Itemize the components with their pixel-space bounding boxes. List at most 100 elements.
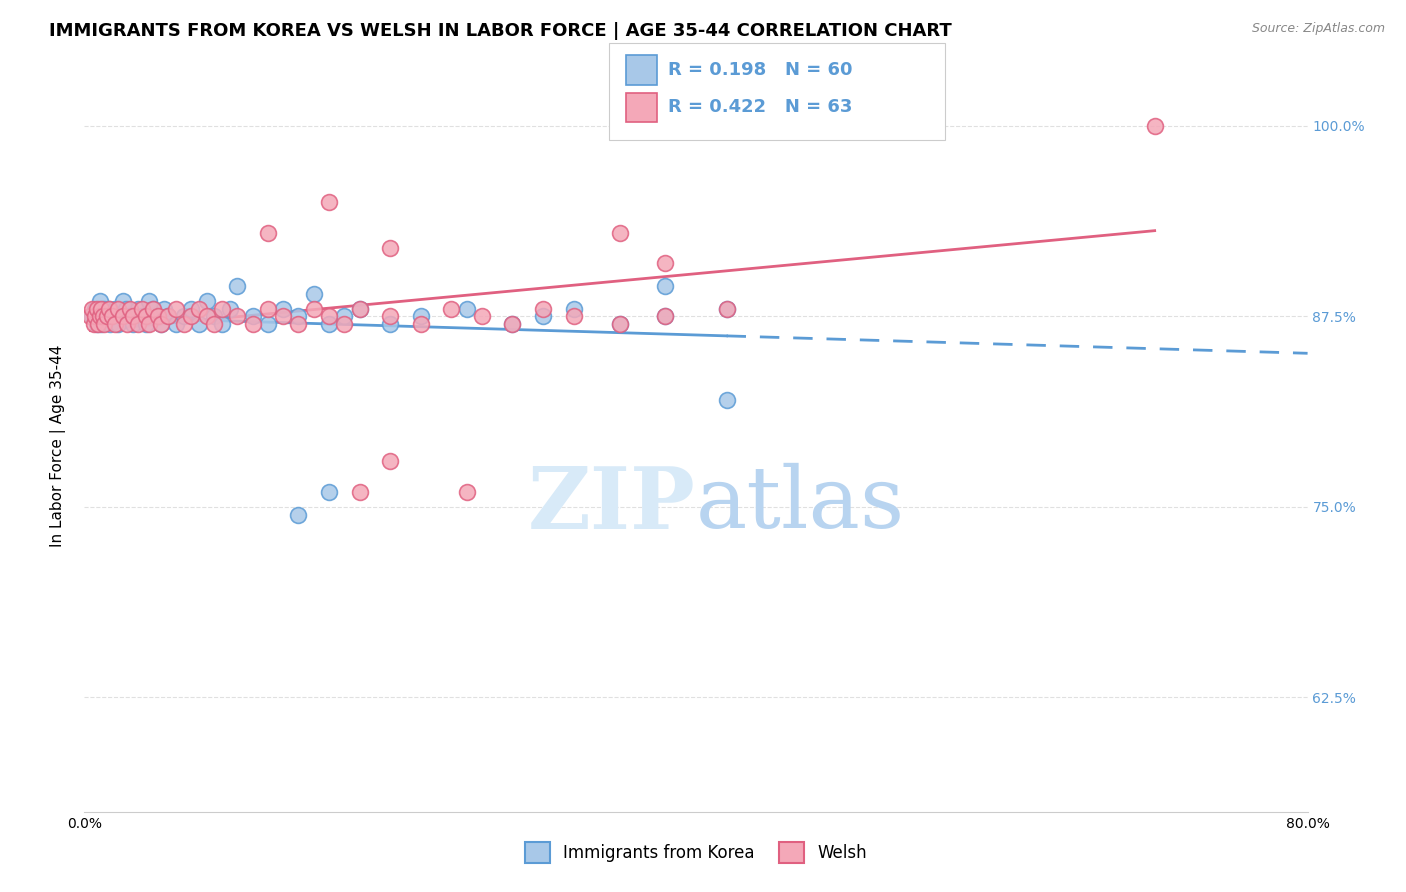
Point	[86, 301, 108, 316]
Text: R = 0.198   N = 60: R = 0.198 N = 60	[668, 61, 852, 79]
Point	[188, 317, 211, 331]
Point	[218, 301, 240, 316]
Point	[131, 310, 153, 324]
Point	[142, 301, 165, 316]
Point	[287, 310, 309, 324]
Point	[654, 279, 676, 293]
Point	[180, 310, 202, 324]
Point	[173, 317, 195, 331]
Point	[302, 301, 325, 316]
Point	[107, 317, 129, 331]
Point	[127, 301, 149, 316]
Point	[302, 286, 325, 301]
Point	[609, 317, 631, 331]
Point	[716, 393, 738, 408]
Point	[271, 310, 294, 324]
Point	[89, 310, 111, 324]
Point	[471, 310, 494, 324]
Point	[349, 484, 371, 499]
Point	[96, 310, 118, 324]
Point	[165, 317, 187, 331]
Point	[84, 301, 107, 316]
Point	[114, 301, 136, 316]
Point	[87, 310, 110, 324]
Point	[562, 310, 585, 324]
Point	[502, 317, 524, 331]
Point	[91, 310, 114, 324]
Point	[716, 301, 738, 316]
Point	[84, 310, 107, 324]
Point	[93, 317, 115, 331]
Point	[318, 317, 340, 331]
Point	[380, 454, 402, 468]
Point	[80, 301, 103, 316]
Point	[242, 317, 264, 331]
Point	[1143, 119, 1166, 133]
Point	[202, 310, 225, 324]
Point	[138, 317, 160, 331]
Point	[111, 294, 134, 309]
Point	[89, 294, 111, 309]
Point	[380, 310, 402, 324]
Point	[153, 301, 176, 316]
Point	[83, 317, 105, 331]
Point	[96, 310, 118, 324]
Point	[98, 317, 121, 331]
Point	[165, 301, 187, 316]
Point	[149, 317, 172, 331]
Point	[202, 317, 225, 331]
Point	[101, 310, 124, 324]
Point	[115, 317, 138, 331]
Point	[188, 301, 211, 316]
Point	[173, 310, 195, 324]
Point	[146, 310, 169, 324]
Point	[87, 317, 110, 331]
Text: Source: ZipAtlas.com: Source: ZipAtlas.com	[1251, 22, 1385, 36]
Point	[257, 301, 280, 316]
Point	[409, 317, 432, 331]
Point	[609, 317, 631, 331]
Point	[122, 317, 145, 331]
Point	[131, 301, 153, 316]
Point	[149, 317, 172, 331]
Point	[104, 317, 127, 331]
Point	[86, 317, 108, 331]
Text: IMMIGRANTS FROM KOREA VS WELSH IN LABOR FORCE | AGE 35-44 CORRELATION CHART: IMMIGRANTS FROM KOREA VS WELSH IN LABOR …	[49, 22, 952, 40]
Y-axis label: In Labor Force | Age 35-44: In Labor Force | Age 35-44	[49, 345, 66, 547]
Point	[142, 301, 165, 316]
Legend: Immigrants from Korea, Welsh: Immigrants from Korea, Welsh	[517, 836, 875, 869]
Point	[226, 279, 249, 293]
Point	[318, 310, 340, 324]
Point	[226, 310, 249, 324]
Point	[180, 301, 202, 316]
Point	[101, 310, 124, 324]
Point	[440, 301, 463, 316]
Point	[127, 317, 149, 331]
Point	[97, 301, 120, 316]
Point	[242, 310, 264, 324]
Point	[135, 317, 157, 331]
Point	[94, 310, 117, 324]
Text: R = 0.422   N = 63: R = 0.422 N = 63	[668, 98, 852, 117]
Point	[257, 317, 280, 331]
Point	[271, 301, 294, 316]
Point	[654, 310, 676, 324]
Point	[257, 226, 280, 240]
Point	[138, 294, 160, 309]
Point	[287, 317, 309, 331]
Point	[716, 301, 738, 316]
Text: atlas: atlas	[696, 463, 905, 546]
Point	[97, 301, 120, 316]
Point	[654, 256, 676, 270]
Point	[146, 310, 169, 324]
Point	[91, 310, 114, 324]
Point	[654, 310, 676, 324]
Point	[333, 310, 356, 324]
Point	[531, 310, 554, 324]
Point	[456, 484, 478, 499]
Point	[135, 310, 157, 324]
Point	[104, 301, 127, 316]
Point	[104, 310, 127, 324]
Point	[195, 310, 218, 324]
Point	[409, 310, 432, 324]
